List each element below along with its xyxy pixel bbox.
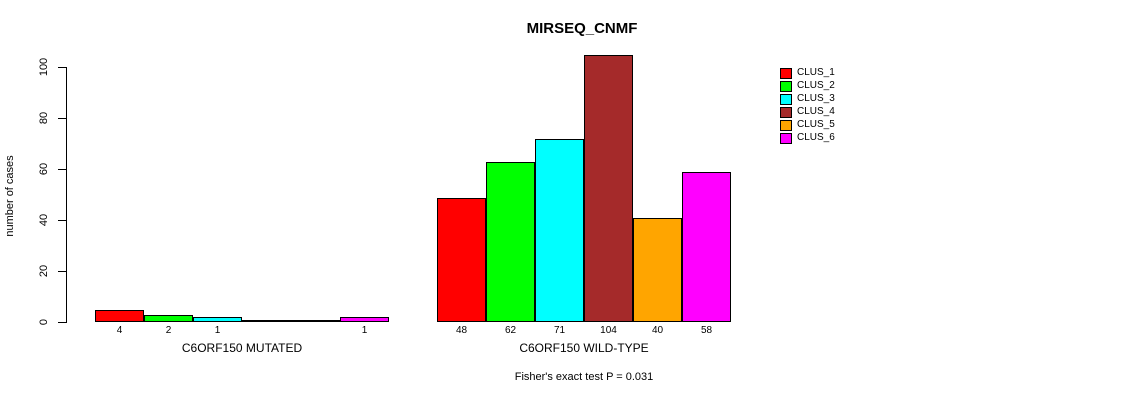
y-tick-label: 100 xyxy=(38,57,50,77)
legend-swatch-clus_4 xyxy=(780,107,792,118)
chart-title: MIRSEQ_CNMF xyxy=(526,20,638,37)
bar-value-label: 48 xyxy=(455,325,468,336)
bar-clus_4-group1 xyxy=(242,320,291,322)
legend-label-clus_2: CLUS_2 xyxy=(797,80,835,91)
bar-value-label: 1 xyxy=(361,325,368,336)
legend-label-clus_6: CLUS_6 xyxy=(797,132,835,143)
y-tick-label: 60 xyxy=(38,162,50,176)
bar-clus_3-group2 xyxy=(535,138,584,322)
y-tick-label: 0 xyxy=(38,318,50,326)
y-tick-mark xyxy=(58,270,66,272)
y-tick-label: 20 xyxy=(38,264,50,278)
y-axis-label: number of cases xyxy=(4,155,16,237)
y-tick-mark xyxy=(58,168,66,170)
bar-clus_1-group1 xyxy=(95,309,144,322)
bar-clus_6-group2 xyxy=(682,172,731,322)
bar-clus_6-group1 xyxy=(340,317,389,322)
bar-clus_4-group2 xyxy=(584,54,633,322)
bar-clus_1-group2 xyxy=(437,197,486,322)
y-tick-mark xyxy=(58,66,66,68)
bar-clus_2-group1 xyxy=(144,314,193,322)
bar-value-label: 71 xyxy=(553,325,566,336)
legend-label-clus_5: CLUS_5 xyxy=(797,119,835,130)
legend-label-clus_4: CLUS_4 xyxy=(797,106,835,117)
bar-value-label: 58 xyxy=(700,325,713,336)
y-tick-mark xyxy=(58,219,66,221)
bar-clus_2-group2 xyxy=(486,161,535,322)
legend-swatch-clus_1 xyxy=(780,68,792,79)
bar-clus_5-group2 xyxy=(633,218,682,322)
bar-clus_3-group1 xyxy=(193,317,242,322)
bar-value-label: 2 xyxy=(165,325,172,336)
legend-label-clus_1: CLUS_1 xyxy=(797,67,835,78)
bar-value-label: 4 xyxy=(116,325,123,336)
bar-value-label: 40 xyxy=(651,325,664,336)
y-axis-line xyxy=(66,67,67,323)
group-label-mutated: C6ORF150 MUTATED xyxy=(181,341,303,355)
legend-label-clus_3: CLUS_3 xyxy=(797,93,835,104)
y-tick-label: 80 xyxy=(38,111,50,125)
y-tick-mark xyxy=(58,117,66,119)
y-tick-mark xyxy=(58,321,66,323)
fisher-test-footnote: Fisher's exact test P = 0.031 xyxy=(514,371,654,383)
bar-value-label: 62 xyxy=(504,325,517,336)
bar-clus_5-group1 xyxy=(291,320,340,322)
legend-swatch-clus_3 xyxy=(780,94,792,105)
legend-swatch-clus_6 xyxy=(780,133,792,144)
y-tick-label: 40 xyxy=(38,213,50,227)
bar-value-label: 1 xyxy=(214,325,221,336)
legend-swatch-clus_5 xyxy=(780,120,792,131)
group-label-wild-type: C6ORF150 WILD-TYPE xyxy=(519,341,649,355)
bar-value-label: 104 xyxy=(600,325,617,336)
legend-swatch-clus_2 xyxy=(780,81,792,92)
